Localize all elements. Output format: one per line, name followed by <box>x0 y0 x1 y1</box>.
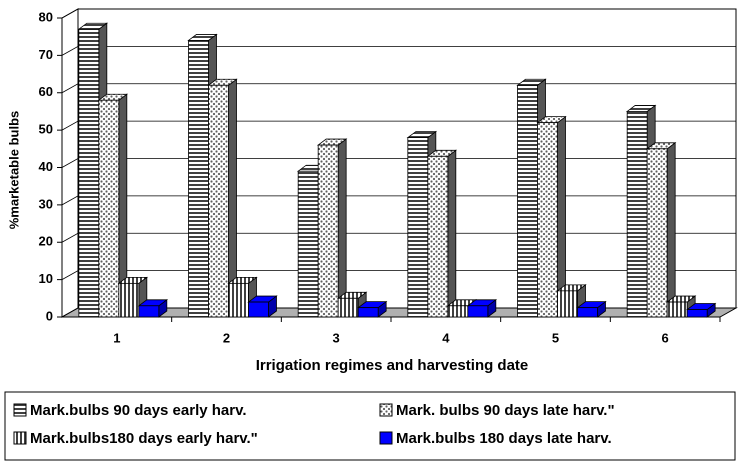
bar <box>576 300 607 318</box>
grid-line <box>61 120 736 131</box>
bar-side <box>447 149 457 318</box>
bar <box>426 149 458 318</box>
bar-front <box>407 137 429 318</box>
bar <box>356 300 388 318</box>
bar <box>645 142 677 318</box>
y-tick-label: 50 <box>39 122 53 137</box>
bar-front <box>537 122 558 318</box>
grid-line <box>61 8 736 19</box>
y-tick-label: 40 <box>39 159 53 174</box>
y-tick-label: 60 <box>39 84 53 99</box>
bar-side <box>666 142 676 318</box>
y-axis-label: %marketable bulbs <box>6 111 21 230</box>
bar-front <box>427 155 449 318</box>
y-tick-label: 70 <box>39 47 53 62</box>
grid-line <box>61 45 736 56</box>
x-tick-label: 6 <box>662 330 669 345</box>
bar-front <box>138 305 160 318</box>
x-axis-label: Irrigation regimes and harvesting date <box>256 357 529 374</box>
bar <box>316 138 348 318</box>
grid-line <box>61 270 736 280</box>
y-tick-label: 0 <box>46 308 53 323</box>
bar-front <box>317 144 339 318</box>
grid-line <box>61 158 736 168</box>
x-tick-label: 2 <box>223 330 230 345</box>
bar-front <box>557 290 578 318</box>
bar-front <box>188 40 209 318</box>
x-tick-label: 1 <box>113 330 120 345</box>
grid-line <box>61 195 736 206</box>
bar <box>247 295 278 318</box>
y-tick-label: 30 <box>39 196 53 211</box>
bar-front <box>228 282 249 318</box>
legend-swatch <box>379 431 393 445</box>
bar <box>685 302 717 318</box>
grid-line <box>61 232 736 243</box>
bar-front <box>208 84 229 318</box>
bar-front <box>78 28 100 318</box>
legend-label: Mark.bulbs 180 days late harv. <box>396 430 612 447</box>
bar-front <box>686 309 708 318</box>
y-tick-label: 20 <box>39 234 53 249</box>
bar-front <box>447 305 469 318</box>
bar-front <box>98 99 120 318</box>
legend-swatch <box>13 403 27 417</box>
bar <box>536 115 567 318</box>
bar-front <box>666 301 688 318</box>
bar-front <box>577 307 598 318</box>
bar-front <box>357 307 379 318</box>
plot-area <box>57 8 738 322</box>
legend-label: Mark.bulbs 90 days early harv. <box>30 402 247 419</box>
legend-swatch <box>379 403 393 417</box>
y-tick-label: 10 <box>39 271 53 286</box>
legend-label: Mark. bulbs 90 days late harv." <box>396 402 615 419</box>
x-tick-label: 4 <box>442 330 450 345</box>
legend-box <box>4 391 736 461</box>
legend-swatch <box>13 431 27 445</box>
bar-front <box>646 148 668 318</box>
bar <box>97 93 129 318</box>
bar <box>556 284 587 318</box>
bar-front <box>517 84 538 318</box>
bar-side <box>337 138 347 318</box>
bar <box>466 298 498 318</box>
bar <box>137 298 169 318</box>
x-tick-label: 3 <box>333 330 340 345</box>
legend-label: Mark.bulbs180 days early harv." <box>30 430 258 447</box>
x-tick-label: 5 <box>552 330 559 345</box>
grid-line <box>61 307 736 318</box>
bar-front <box>337 297 359 318</box>
bar-front <box>248 301 269 318</box>
bar-front <box>467 305 489 318</box>
bar-front <box>118 282 140 318</box>
y-tick-label: 80 <box>39 9 53 24</box>
bar-front <box>626 111 648 318</box>
grid-line <box>61 83 736 94</box>
bar-front <box>297 170 319 318</box>
